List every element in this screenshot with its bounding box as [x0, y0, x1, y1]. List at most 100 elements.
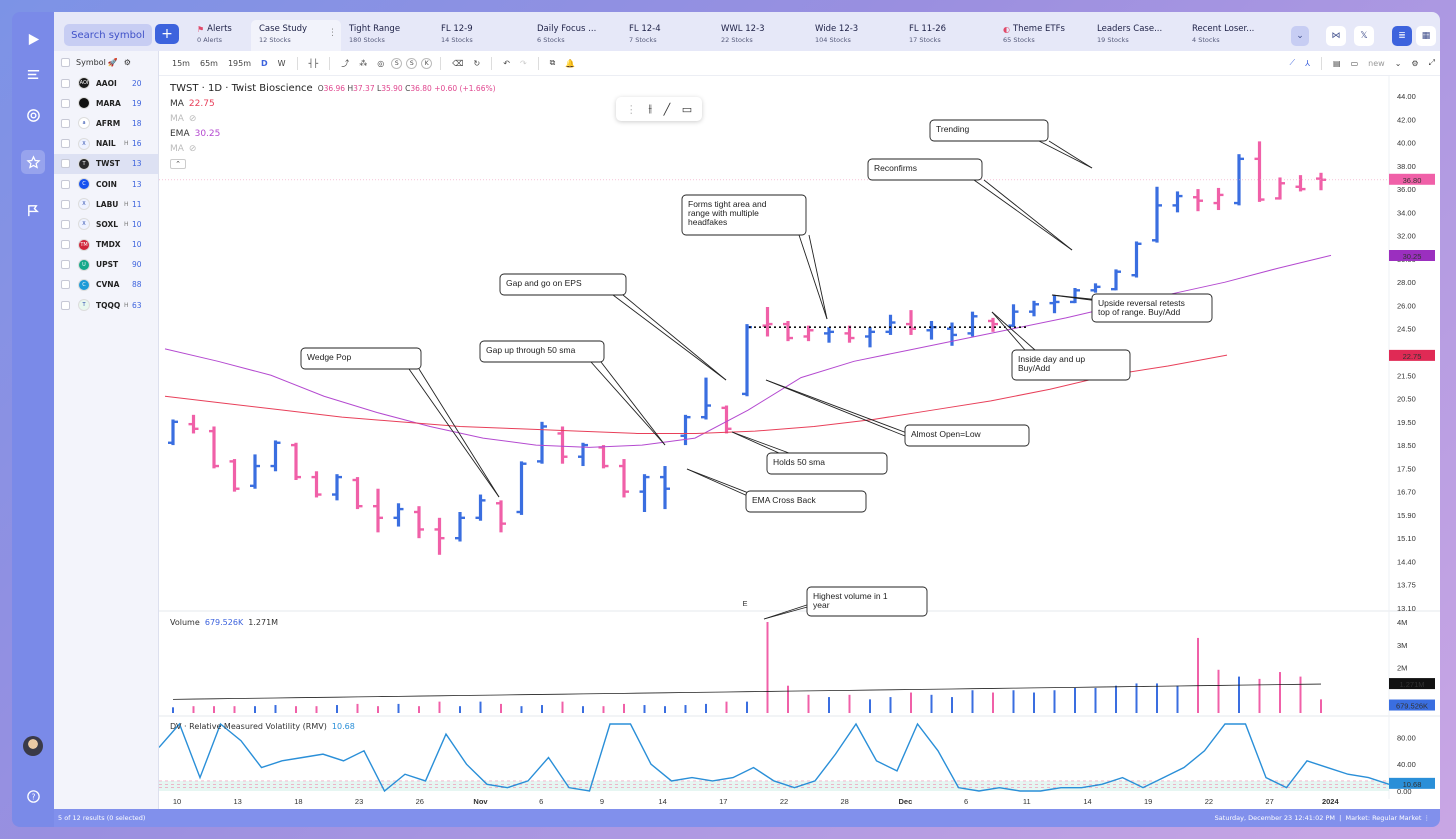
- x-social-icon[interactable]: 𝕏: [1354, 26, 1374, 46]
- drag-handle-icon[interactable]: ⋮: [625, 102, 637, 116]
- timeframe-15m[interactable]: 15m: [172, 58, 190, 68]
- refresh-icon[interactable]: ↻: [473, 58, 481, 68]
- line-chart-icon[interactable]: ⟋: [1289, 58, 1296, 67]
- bar-tool-icon[interactable]: ⫲: [648, 102, 652, 115]
- timeframe-d[interactable]: D: [261, 58, 268, 68]
- price-tick-label: 13.75: [1397, 581, 1416, 590]
- folder-icon[interactable]: ▭: [1350, 58, 1359, 68]
- bell-icon[interactable]: 🔔: [565, 58, 576, 68]
- settings-gear-icon[interactable]: ⚙: [123, 57, 131, 67]
- compare-icon[interactable]: ⅄: [1305, 58, 1311, 68]
- layout-icon[interactable]: ▤: [1333, 58, 1341, 68]
- row-checkbox[interactable]: [61, 118, 70, 128]
- symbol-column-header[interactable]: Symbol: [76, 57, 106, 67]
- watchlist-row-tmdx[interactable]: TM TMDX 10: [54, 235, 158, 255]
- tab-menu-icon[interactable]: ⋮: [328, 28, 337, 38]
- watchlist-row-mara[interactable]: MARA 19: [54, 93, 158, 113]
- settings-icon[interactable]: ⚙: [1411, 58, 1419, 68]
- search-input[interactable]: Search symbol: [64, 24, 152, 46]
- watchlist-row-cvna[interactable]: C CVNA 88: [54, 275, 158, 295]
- row-checkbox[interactable]: [61, 179, 70, 189]
- tab-fl-12-9[interactable]: FL 12-9 14 Stocks: [433, 20, 529, 51]
- share-icon[interactable]: ⋈: [1326, 26, 1346, 46]
- ticker-logo-icon: [78, 97, 90, 110]
- callout-pointer: [765, 379, 906, 437]
- row-checkbox[interactable]: [61, 98, 70, 108]
- help-icon[interactable]: ?: [21, 784, 45, 808]
- row-checkbox[interactable]: [61, 300, 70, 310]
- redo-icon[interactable]: ↷: [519, 58, 527, 68]
- watchlist-row-aaoi[interactable]: AOI AAOI 20: [54, 73, 158, 93]
- toggle-s-1[interactable]: S: [406, 57, 418, 69]
- tab-tight-range[interactable]: Tight Range 180 Stocks: [341, 20, 433, 51]
- hidden-eye-icon-2[interactable]: ⊘: [188, 143, 197, 154]
- tab-recent-loser[interactable]: Recent Loser... 4 Stocks: [1184, 20, 1272, 51]
- eraser-icon[interactable]: ⌫: [452, 58, 464, 68]
- toggle-k-2[interactable]: K: [421, 57, 433, 69]
- tab-daily-focus[interactable]: Daily Focus ... 6 Stocks: [529, 20, 621, 51]
- menu-icon[interactable]: [21, 62, 45, 86]
- time-tick-label: 26: [416, 797, 424, 806]
- row-checkbox[interactable]: [61, 280, 70, 290]
- row-checkbox[interactable]: [61, 199, 70, 209]
- tab-alerts[interactable]: ⚑ Alerts 0 Alerts: [189, 20, 251, 51]
- row-checkbox[interactable]: [61, 260, 70, 270]
- tab-wwl-12-3[interactable]: WWL 12-3 22 Stocks: [713, 20, 807, 51]
- tab-theme-etfs[interactable]: ◐ Theme ETFs 65 Stocks: [995, 20, 1089, 51]
- collapse-legend-button[interactable]: ⌃: [170, 159, 186, 169]
- watchlist-row-twst[interactable]: T TWST 13: [54, 153, 158, 174]
- watchlist-row-nail[interactable]: X NAIL H 16: [54, 134, 158, 154]
- radar-icon[interactable]: [21, 103, 45, 127]
- timeframe-65m[interactable]: 65m: [199, 58, 218, 68]
- callout-text: Highest volume in 1: [813, 591, 888, 601]
- tab-count: 22 Stocks: [721, 36, 753, 44]
- row-checkbox[interactable]: [61, 139, 70, 149]
- watchlist-row-coin[interactable]: C COIN 13: [54, 174, 158, 194]
- tab-case-study[interactable]: Case Study 12 Stocks ⋮: [251, 20, 341, 51]
- flag-nav-icon[interactable]: [21, 198, 45, 222]
- timeframe-195m[interactable]: 195m: [227, 58, 252, 68]
- row-checkbox[interactable]: [61, 240, 70, 250]
- layout-chevron-icon[interactable]: ⌄: [1394, 58, 1402, 68]
- price-chart[interactable]: 44.0042.0040.0038.0036.0034.0032.0030.00…: [159, 51, 1440, 809]
- tab-fl-11-26[interactable]: FL 11-26 17 Stocks: [901, 20, 995, 51]
- logo-play-icon[interactable]: [21, 27, 45, 51]
- watchlist-row-soxl[interactable]: X SOXL H 10: [54, 214, 158, 234]
- tab-leaders-case[interactable]: Leaders Case... 19 Stocks: [1089, 20, 1184, 51]
- tab-fl-12-4[interactable]: FL 12-4 7 Stocks: [621, 20, 713, 51]
- templates-icon[interactable]: ⁂: [359, 58, 368, 68]
- watchlist-row-tqqq[interactable]: T TQQQ H 63: [54, 295, 158, 315]
- row-checkbox[interactable]: [61, 78, 70, 88]
- fullscreen-icon[interactable]: ⤢: [1428, 58, 1435, 67]
- grid-view-icon[interactable]: ▦: [1416, 26, 1436, 46]
- indicators-icon[interactable]: ⤴: [341, 58, 350, 68]
- tab-wide-12-3[interactable]: Wide 12-3 104 Stocks: [807, 20, 901, 51]
- tabs-dropdown-icon[interactable]: ⌄: [1291, 26, 1309, 46]
- toggle-s-0[interactable]: S: [391, 57, 403, 69]
- select-all-checkbox[interactable]: [61, 57, 70, 67]
- add-tab-button[interactable]: +: [155, 24, 179, 44]
- list-view-icon[interactable]: ≣: [1392, 26, 1412, 46]
- timeframe-w[interactable]: W: [277, 58, 286, 68]
- callout-tool-icon[interactable]: ▭: [681, 102, 693, 116]
- callout-box: [867, 158, 983, 181]
- ticker-symbol: LABU: [96, 199, 119, 209]
- watchlist-row-labu[interactable]: X LABU H 11: [54, 194, 158, 214]
- volume-tick-label: 4M: [1397, 618, 1407, 627]
- star-icon[interactable]: [21, 150, 45, 174]
- tab-count: 180 Stocks: [349, 36, 385, 44]
- alerts-toggle-icon[interactable]: ◎: [377, 58, 385, 68]
- watchlist-row-afrm[interactable]: a AFRM 18: [54, 113, 158, 133]
- watchlist-row-upst[interactable]: U UPST 90: [54, 255, 158, 275]
- hidden-eye-icon[interactable]: ⊘: [188, 113, 197, 124]
- avatar[interactable]: [23, 736, 43, 756]
- row-checkbox[interactable]: [61, 159, 70, 169]
- undo-icon[interactable]: ↶: [503, 58, 510, 68]
- snapshot-icon[interactable]: ⧉: [549, 58, 556, 67]
- row-checkbox[interactable]: [61, 219, 70, 229]
- layout-select[interactable]: new: [1368, 58, 1385, 68]
- line-tool-icon[interactable]: ╱: [663, 102, 671, 116]
- price-tick-label: 13.10: [1397, 604, 1416, 613]
- rmv-line: [159, 722, 1390, 793]
- bar-type-icon[interactable]: ┤├: [308, 58, 319, 68]
